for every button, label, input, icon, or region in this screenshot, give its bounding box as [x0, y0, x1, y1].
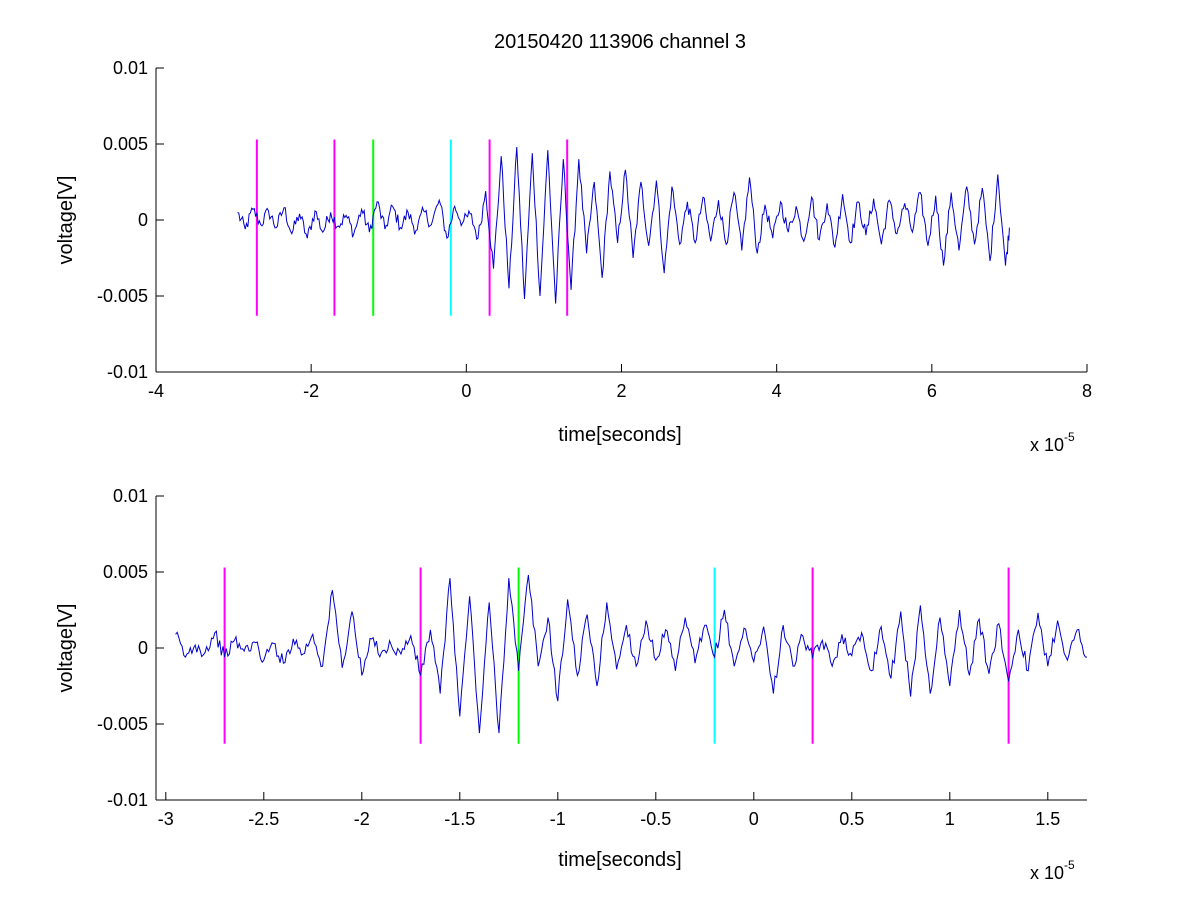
bottom-x-tick-label-9: 1.5 [1035, 809, 1060, 829]
bottom-x-exponent: x 10-5 [1030, 858, 1075, 883]
bottom-x-tick-label-0: -3 [158, 809, 174, 829]
top-y-axis-label: voltage[V] [55, 176, 77, 265]
top-y-tick-label-4: 0.01 [113, 58, 148, 78]
top-x-tick-label-2: 0 [461, 381, 471, 401]
top-x-exponent-base: x 10 [1030, 435, 1064, 455]
bottom-x-tick-label-3: -1.5 [444, 809, 475, 829]
bottom-y-tick-label-4: 0.01 [113, 486, 148, 506]
bottom-x-exponent-base: x 10 [1030, 863, 1064, 883]
chart-title: 20150420 113906 channel 3 [494, 31, 746, 53]
top-x-tick-label-6: 8 [1082, 381, 1092, 401]
top-signal-line [237, 146, 1010, 304]
top-x-exponent: x 10-5 [1030, 430, 1075, 455]
bottom-x-tick-label-2: -2 [354, 809, 370, 829]
top-plot-area [156, 68, 1087, 372]
top-plot: -4 -2 0 2 4 6 8 -0.01 -0.005 0 0.005 0.01 time[sec… [55, 58, 1092, 455]
top-x-tick-label-1: -2 [303, 381, 319, 401]
bottom-x-tick-label-1: -2.5 [248, 809, 279, 829]
top-y-tick-label-3: 0.005 [103, 134, 148, 154]
bottom-x-ticks: -3 -2.5 -2 -1.5 -1 -0.5 0 0.5 1 1.5 [158, 792, 1060, 829]
bottom-x-tick-label-6: 0 [749, 809, 759, 829]
top-y-tick-label-2: 0 [138, 210, 148, 230]
top-x-tick-label-5: 6 [927, 381, 937, 401]
top-x-axis-label: time[seconds] [558, 424, 681, 446]
top-y-ticks: -0.01 -0.005 0 0.005 0.01 [97, 58, 164, 382]
top-y-tick-label-0: -0.01 [107, 362, 148, 382]
bottom-x-tick-label-5: -0.5 [640, 809, 671, 829]
top-x-tick-label-4: 4 [772, 381, 782, 401]
bottom-signal-line [175, 574, 1088, 734]
bottom-y-tick-label-0: -0.01 [107, 790, 148, 810]
bottom-y-tick-label-1: -0.005 [97, 714, 148, 734]
top-x-exponent-power: -5 [1064, 430, 1075, 444]
bottom-plot: -3 -2.5 -2 -1.5 -1 -0.5 0 0.5 1 1.5 -0.01 -0.005 0 0… [55, 486, 1088, 883]
bottom-x-tick-label-7: 0.5 [839, 809, 864, 829]
bottom-x-axis-label: time[seconds] [558, 849, 681, 871]
top-x-tick-label-0: -4 [148, 381, 164, 401]
bottom-y-ticks: -0.01 -0.005 0 0.005 0.01 [97, 486, 164, 810]
top-y-tick-label-1: -0.005 [97, 286, 148, 306]
bottom-x-tick-label-4: -1 [550, 809, 566, 829]
bottom-y-tick-label-2: 0 [138, 638, 148, 658]
bottom-x-exponent-power: -5 [1064, 858, 1075, 872]
bottom-y-axis-label: voltage[V] [55, 604, 77, 693]
bottom-y-tick-label-3: 0.005 [103, 562, 148, 582]
top-x-ticks: -4 -2 0 2 4 6 8 [148, 364, 1092, 401]
bottom-x-tick-label-8: 1 [945, 809, 955, 829]
top-x-tick-label-3: 2 [616, 381, 626, 401]
